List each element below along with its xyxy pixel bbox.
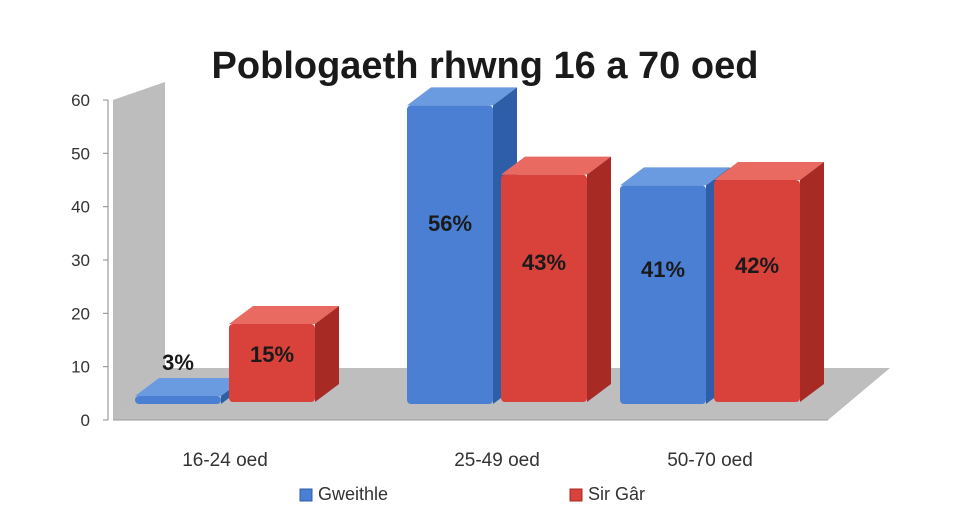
legend-swatch (569, 488, 583, 502)
data-label: 42% (735, 253, 779, 278)
x-tick-label: 50-70 oed (667, 450, 753, 471)
bar: 3% (135, 350, 245, 404)
x-tick-label: 25-49 oed (454, 450, 540, 471)
legend: Gweithle Sir Gâr (299, 484, 645, 504)
bar-side (587, 156, 611, 402)
legend-swatch (299, 488, 313, 502)
bar: 15% (229, 306, 339, 402)
y-tick-label: 60 (71, 91, 90, 110)
bar-side (315, 306, 339, 402)
bar-top (714, 162, 824, 180)
chart-title: Poblogaeth rhwng 16 a 70 oed (212, 45, 759, 87)
bar-top (407, 87, 517, 106)
bar-front (714, 180, 800, 402)
data-label: 3% (162, 350, 194, 375)
data-label: 56% (428, 211, 472, 236)
bar: 43% (501, 156, 611, 402)
y-tick-label: 50 (71, 144, 90, 163)
bar-side (800, 162, 824, 402)
bar-front (135, 396, 221, 404)
bars: 3% 15% 56% 43% 41% 42% (135, 87, 824, 404)
legend-label: Gweithle (318, 484, 388, 504)
bar-front (620, 185, 706, 404)
y-tick-label: 30 (71, 251, 90, 270)
y-tick-label: 10 (71, 358, 90, 377)
x-tick-label: 16-24 oed (182, 450, 268, 471)
bar: 41% (620, 167, 730, 404)
data-label: 41% (641, 257, 685, 282)
x-axis: 16-24 oed 25-49 oed 50-70 oed (113, 419, 828, 471)
y-tick-label: 40 (71, 198, 90, 217)
bar-front (501, 174, 587, 402)
bar-front (229, 324, 315, 402)
y-tick-label: 20 (71, 304, 90, 323)
data-label: 15% (250, 342, 294, 367)
y-axis: 0 10 20 30 40 50 60 (71, 91, 109, 430)
bar-front (407, 105, 493, 404)
bar-top (501, 156, 611, 175)
bar-top (620, 167, 730, 186)
legend-label: Sir Gâr (588, 484, 645, 504)
bar: 56% (407, 87, 517, 404)
bar-top (135, 378, 245, 396)
data-label: 43% (522, 250, 566, 275)
bar: 42% (714, 162, 824, 402)
bar-top (229, 306, 339, 324)
side-wall (113, 82, 165, 420)
y-tick-label: 0 (81, 411, 90, 430)
